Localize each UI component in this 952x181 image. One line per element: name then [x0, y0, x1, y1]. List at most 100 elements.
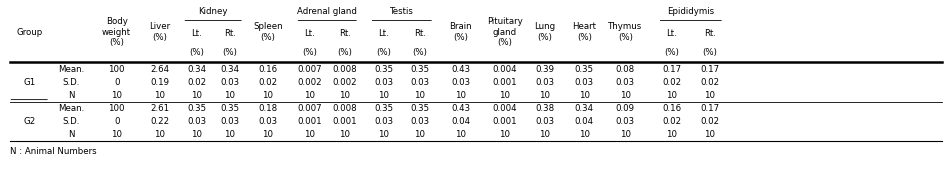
Text: 0.03: 0.03	[374, 78, 393, 87]
Text: 10: 10	[499, 130, 510, 139]
Text: (%): (%)	[412, 48, 427, 57]
Text: Lt.: Lt.	[305, 29, 315, 37]
Text: 0.03: 0.03	[616, 78, 635, 87]
Text: Rt.: Rt.	[339, 29, 351, 37]
Text: (%): (%)	[223, 48, 237, 57]
Text: 0.001: 0.001	[297, 117, 322, 126]
Text: G1: G1	[23, 78, 35, 87]
Text: 10: 10	[579, 130, 590, 139]
Text: 10: 10	[378, 130, 389, 139]
Text: Pituitary
gland
(%): Pituitary gland (%)	[486, 17, 523, 47]
Text: 0: 0	[114, 117, 119, 126]
Text: 0.35: 0.35	[374, 65, 393, 74]
Text: 10: 10	[154, 130, 165, 139]
Text: 0.002: 0.002	[332, 78, 357, 87]
Text: 0.02: 0.02	[663, 78, 682, 87]
Text: 0.35: 0.35	[374, 104, 393, 113]
Text: 0.35: 0.35	[410, 65, 429, 74]
Text: 10: 10	[499, 91, 510, 100]
Text: 0.35: 0.35	[187, 104, 206, 113]
Text: 0.001: 0.001	[492, 117, 517, 126]
Text: 0.03: 0.03	[535, 78, 554, 87]
Text: 0.16: 0.16	[663, 104, 682, 113]
Text: 10: 10	[620, 130, 631, 139]
Text: S.D.: S.D.	[62, 78, 80, 87]
Text: 10: 10	[539, 91, 550, 100]
Text: 0.34: 0.34	[220, 65, 239, 74]
Text: 10: 10	[339, 130, 350, 139]
Text: 0: 0	[114, 78, 119, 87]
Text: 0.02: 0.02	[663, 117, 682, 126]
Text: 10: 10	[666, 130, 677, 139]
Text: 0.002: 0.002	[297, 78, 322, 87]
Text: 2.64: 2.64	[149, 65, 169, 74]
Text: 0.35: 0.35	[575, 65, 594, 74]
Text: Thymus
(%): Thymus (%)	[608, 22, 643, 42]
Text: 0.007: 0.007	[297, 104, 322, 113]
Text: 0.004: 0.004	[492, 65, 517, 74]
Text: 10: 10	[666, 91, 677, 100]
Text: 0.03: 0.03	[410, 78, 429, 87]
Text: 0.001: 0.001	[492, 78, 517, 87]
Text: (%): (%)	[189, 48, 204, 57]
Text: Lt.: Lt.	[191, 29, 202, 37]
Text: (%): (%)	[376, 48, 391, 57]
Text: 0.03: 0.03	[451, 78, 470, 87]
Text: 0.35: 0.35	[220, 104, 239, 113]
Text: 0.17: 0.17	[701, 65, 720, 74]
Text: 10: 10	[191, 91, 202, 100]
Text: 0.008: 0.008	[332, 104, 357, 113]
Text: Spleen
(%): Spleen (%)	[253, 22, 283, 42]
Text: 10: 10	[111, 91, 122, 100]
Text: N: N	[68, 130, 74, 139]
Text: 10: 10	[704, 130, 715, 139]
Text: 10: 10	[191, 130, 202, 139]
Text: 10: 10	[339, 91, 350, 100]
Text: 10: 10	[455, 91, 466, 100]
Text: 0.18: 0.18	[258, 104, 277, 113]
Text: 0.34: 0.34	[575, 104, 594, 113]
Text: 0.04: 0.04	[575, 117, 594, 126]
Text: 10: 10	[579, 91, 590, 100]
Text: 10: 10	[455, 130, 466, 139]
Text: 0.09: 0.09	[616, 104, 635, 113]
Text: 10: 10	[154, 91, 165, 100]
Text: 10: 10	[378, 91, 389, 100]
Text: Mean.: Mean.	[58, 104, 84, 113]
Text: (%): (%)	[703, 48, 717, 57]
Text: 0.008: 0.008	[332, 65, 357, 74]
Text: 0.16: 0.16	[258, 65, 277, 74]
Text: 0.17: 0.17	[663, 65, 682, 74]
Text: 0.004: 0.004	[492, 104, 517, 113]
Text: 0.35: 0.35	[410, 104, 429, 113]
Text: 2.61: 2.61	[149, 104, 169, 113]
Text: (%): (%)	[302, 48, 317, 57]
Text: 0.02: 0.02	[701, 117, 720, 126]
Text: 10: 10	[414, 130, 426, 139]
Text: Liver
(%): Liver (%)	[149, 22, 170, 42]
Text: 0.02: 0.02	[258, 78, 277, 87]
Text: 0.43: 0.43	[451, 104, 470, 113]
Text: 0.22: 0.22	[149, 117, 169, 126]
Text: 0.39: 0.39	[535, 65, 554, 74]
Text: 0.03: 0.03	[410, 117, 429, 126]
Text: Adrenal gland: Adrenal gland	[297, 7, 357, 16]
Text: Heart
(%): Heart (%)	[572, 22, 596, 42]
Text: 10: 10	[304, 130, 315, 139]
Text: 10: 10	[620, 91, 631, 100]
Text: 0.007: 0.007	[297, 65, 322, 74]
Text: (%): (%)	[337, 48, 352, 57]
Text: Kidney: Kidney	[198, 7, 228, 16]
Text: Lung
(%): Lung (%)	[534, 22, 555, 42]
Text: 10: 10	[539, 130, 550, 139]
Text: Rt.: Rt.	[414, 29, 426, 37]
Text: 0.02: 0.02	[187, 78, 206, 87]
Text: 10: 10	[304, 91, 315, 100]
Text: N : Animal Numbers: N : Animal Numbers	[10, 147, 97, 156]
Text: 10: 10	[263, 91, 273, 100]
Text: 10: 10	[704, 91, 715, 100]
Text: Epididymis: Epididymis	[667, 7, 714, 16]
Text: 10: 10	[225, 91, 235, 100]
Text: 0.04: 0.04	[451, 117, 470, 126]
Text: 0.43: 0.43	[451, 65, 470, 74]
